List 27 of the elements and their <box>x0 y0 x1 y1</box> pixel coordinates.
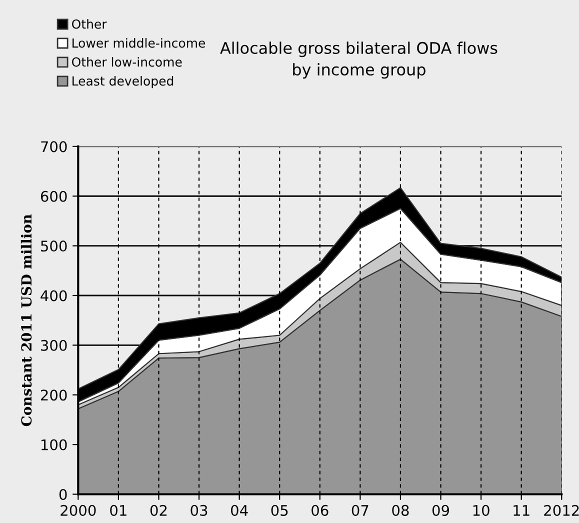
x-tick-label: 08 <box>392 504 409 516</box>
y-tick-label: 400 <box>40 290 67 302</box>
x-tick-label: 2000 <box>60 504 96 516</box>
x-tick-label: 11 <box>514 505 530 516</box>
y-tick-label: 700 <box>41 141 67 152</box>
y-tick-label: 0 <box>59 488 67 500</box>
legend-label: Other low-income <box>72 57 182 67</box>
legend-label: Other <box>72 19 107 29</box>
y-axis-title: Constant 2011 USD million <box>20 214 32 426</box>
x-tick-label: 05 <box>271 504 288 516</box>
x-tick-label: 2012 <box>544 504 579 516</box>
chart-title: Allocable gross bilateral ODA flows by income group <box>220 42 498 79</box>
x-tick-label: 03 <box>190 504 208 516</box>
legend-label: Lower middle-income <box>72 38 206 48</box>
x-tick-label: 07 <box>352 504 368 516</box>
y-tick-label: 600 <box>40 190 67 202</box>
y-tick-label: 100 <box>42 439 67 450</box>
x-tick-label: 10 <box>473 504 490 516</box>
x-tick-label: 09 <box>432 504 450 516</box>
legend-label: Least developed <box>72 76 174 88</box>
x-tick-label: 04 <box>231 504 248 516</box>
x-tick-label: 02 <box>150 504 167 516</box>
x-tick-label: 06 <box>312 504 328 516</box>
y-tick-label: 500 <box>41 240 67 252</box>
x-tick-label: 01 <box>110 504 126 516</box>
y-tick-label: 300 <box>41 340 67 351</box>
y-tick-label: 200 <box>40 390 67 401</box>
